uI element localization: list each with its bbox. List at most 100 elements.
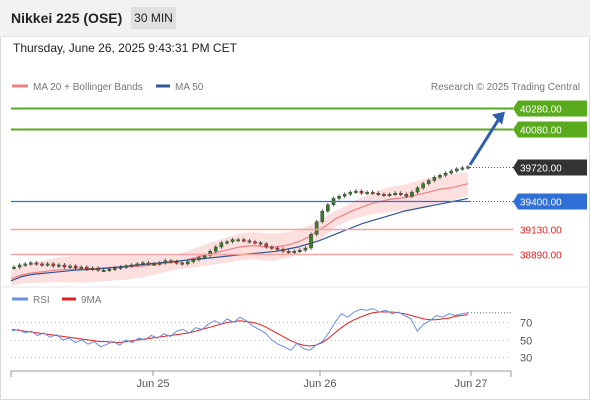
target-level-tag (513, 121, 587, 138)
forecast-arrow-shaft (468, 114, 503, 166)
candle-body (264, 243, 269, 248)
candle-body (342, 194, 347, 197)
source-credit: Research © 2025 Trading Central (431, 82, 580, 93)
candle-body (96, 267, 100, 271)
candle-body (62, 264, 67, 268)
candle-body (23, 263, 28, 266)
rsi-plot-area: 70 50 30 (11, 307, 532, 365)
candle-body (79, 266, 84, 269)
candle-body (40, 263, 44, 266)
candle-body (270, 246, 274, 249)
candle-body (281, 248, 285, 252)
candle-body (454, 168, 459, 172)
legend-ma9-label: 9MA (81, 295, 102, 306)
candle-body (85, 266, 89, 270)
price-levels: 40280.00 40080.00 39720.00 39400.00 39130.00… (11, 100, 587, 262)
candle-body (157, 262, 162, 265)
candle-body (73, 265, 78, 269)
candle-body (415, 187, 420, 193)
timeframe-button[interactable]: 30 MIN (131, 7, 176, 29)
chart-header: Nikkei 225 (OSE) 30 MIN (0, 0, 590, 37)
candle-body (191, 259, 196, 262)
candle-body (208, 251, 212, 256)
candle-body (180, 262, 184, 265)
candle-body (359, 190, 364, 194)
timestamp: Thursday, June 26, 2025 9:43:31 PM CET (13, 41, 237, 55)
candle-body (292, 251, 297, 253)
candle-body (219, 242, 224, 248)
candle-body (376, 192, 381, 195)
candle-body (230, 239, 235, 242)
candle-body (163, 260, 168, 264)
candle-body (314, 221, 319, 235)
candle-body (17, 264, 22, 268)
candle-body (107, 268, 112, 271)
candle-body (365, 191, 369, 194)
candle-body (57, 264, 61, 267)
candle-body (404, 194, 409, 197)
candle-body (466, 166, 470, 169)
candle-body (421, 183, 425, 189)
rsi-tick-label: 50 (520, 336, 532, 348)
rsi-line (11, 307, 469, 351)
candle-body (298, 249, 302, 252)
rsi-tick-label: 30 (520, 353, 532, 365)
support-level-label: 38890.00 (520, 251, 562, 262)
candle-body (449, 170, 453, 174)
candle-body (34, 262, 39, 265)
legend-ma50-label: MA 50 (175, 82, 204, 93)
candle-body (68, 265, 72, 268)
candle-body (174, 261, 179, 264)
candle-body (320, 210, 325, 222)
candle-body (129, 264, 134, 267)
candle-body (242, 239, 246, 242)
pivot-level-label: 39400.00 (520, 198, 562, 209)
candle-body (113, 267, 117, 270)
candle-body (29, 262, 33, 265)
bollinger-band (11, 171, 468, 287)
legend-ma20-label: MA 20 + Bollinger Bands (33, 82, 143, 93)
candle-body (382, 194, 386, 196)
candle-body (309, 234, 313, 249)
candle-body (398, 192, 403, 195)
candle-body (247, 240, 252, 243)
target-level-label: 40080.00 (520, 126, 562, 137)
candle-body (118, 266, 123, 269)
legend-rsi-label: RSI (33, 295, 50, 306)
candle-body (443, 172, 448, 176)
candle-body (141, 262, 145, 265)
candle-body (51, 263, 56, 267)
candle-body (101, 270, 106, 272)
pivot-level-tag (513, 193, 587, 210)
candle-body (438, 175, 442, 178)
candle-body (337, 196, 341, 199)
candle-body (326, 204, 330, 212)
main-plot-area (10, 164, 470, 287)
candle-body (12, 266, 16, 269)
candle-body (370, 191, 375, 194)
ma9-line (11, 311, 469, 347)
candle-body (275, 247, 280, 250)
last-price-label: 39720.00 (520, 164, 562, 175)
last-price-tag (513, 159, 587, 176)
x-axis-tick-label: Jun 26 (303, 378, 336, 390)
candle-body (410, 191, 414, 197)
candle-body (426, 180, 431, 184)
candle-body (45, 263, 50, 266)
candle-body (152, 263, 156, 266)
candle-body (225, 241, 229, 244)
candle-body (253, 241, 257, 244)
candle-body (387, 194, 392, 196)
candle-body (185, 261, 190, 265)
candle-body (303, 247, 308, 251)
candle-body (432, 177, 437, 181)
support-level-label: 39130.00 (520, 226, 562, 237)
x-axis: Jun 25 Jun 26 Jun 27 (10, 370, 512, 390)
rsi-tick-label: 70 (520, 318, 532, 330)
candle-body (393, 192, 397, 195)
forecast-arrow-head (492, 111, 505, 125)
candle-body (146, 262, 151, 265)
candle-body (124, 265, 128, 268)
candle-body (169, 260, 173, 263)
candle-body (135, 263, 140, 266)
